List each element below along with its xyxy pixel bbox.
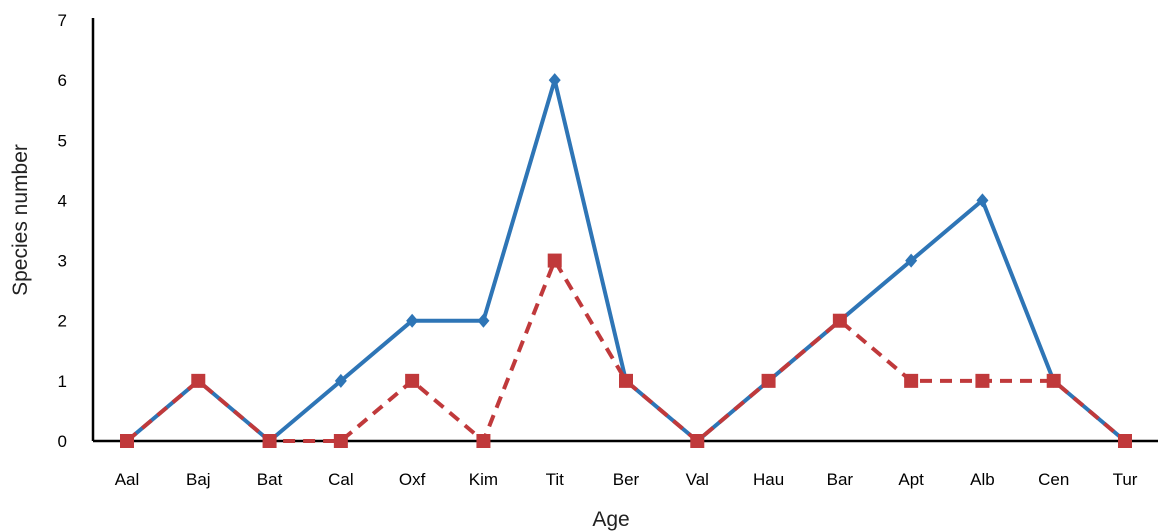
x-tick-label: Cen [1038, 470, 1069, 489]
series-2-point [262, 434, 277, 448]
y-axis-title: Species number [9, 144, 32, 296]
x-tick-label: Tit [546, 470, 565, 489]
x-tick-labels: Aal Baj Bat Cal Oxf Kim Tit Ber Val Hau Bar Apt Alb C… [115, 470, 1138, 489]
y-tick-label: 5 [58, 131, 67, 150]
series-2-point [476, 434, 491, 448]
x-tick-label: Apt [898, 470, 924, 489]
series-2-point [547, 253, 562, 268]
series-2-point [191, 373, 206, 388]
x-tick-label: Aal [115, 470, 140, 489]
series-1-point [905, 253, 918, 268]
x-axis-title: Age [592, 508, 629, 531]
y-tick-label: 4 [58, 191, 67, 210]
x-tick-label: Alb [970, 470, 995, 489]
y-tick-label: 7 [58, 11, 67, 30]
series-2-point [619, 373, 633, 388]
x-tick-label: Oxf [399, 470, 426, 489]
x-tick-label: Tur [1113, 470, 1138, 489]
y-tick-label: 0 [58, 432, 67, 451]
series-1-point [334, 373, 347, 388]
x-tick-label: Cal [328, 470, 354, 489]
series-2-point [333, 434, 348, 448]
series-2-point [761, 373, 776, 388]
series-2-point [405, 373, 420, 388]
y-tick-labels: 0 1 2 3 4 5 6 7 [58, 11, 67, 451]
series-1-point [976, 193, 989, 208]
series-1-point [477, 313, 490, 328]
series-2-point [1118, 434, 1132, 448]
x-tick-label: Baj [186, 470, 211, 489]
x-tick-label: Hau [753, 470, 784, 489]
series-layer [120, 73, 1132, 448]
y-tick-label: 2 [58, 312, 67, 331]
x-tick-label: Kim [469, 470, 498, 489]
series-2-line [125, 258, 1127, 443]
series-2-point [975, 373, 990, 388]
x-tick-label: Bar [827, 470, 854, 489]
series-2-point [832, 313, 847, 328]
y-tick-label: 1 [58, 372, 67, 391]
x-tick-label: Ber [613, 470, 640, 489]
x-tick-label: Val [686, 470, 709, 489]
series-2-point [904, 373, 919, 388]
series-2-point [120, 434, 134, 448]
series-1 [121, 73, 1131, 448]
y-tick-label: 6 [58, 71, 67, 90]
series-1-point [406, 313, 419, 328]
x-tick-label: Bat [257, 470, 283, 489]
y-tick-label: 3 [58, 252, 67, 271]
series-1-point [548, 73, 561, 88]
series-2 [120, 253, 1132, 448]
series-2-point [690, 434, 705, 448]
series-2-point [1046, 373, 1061, 388]
